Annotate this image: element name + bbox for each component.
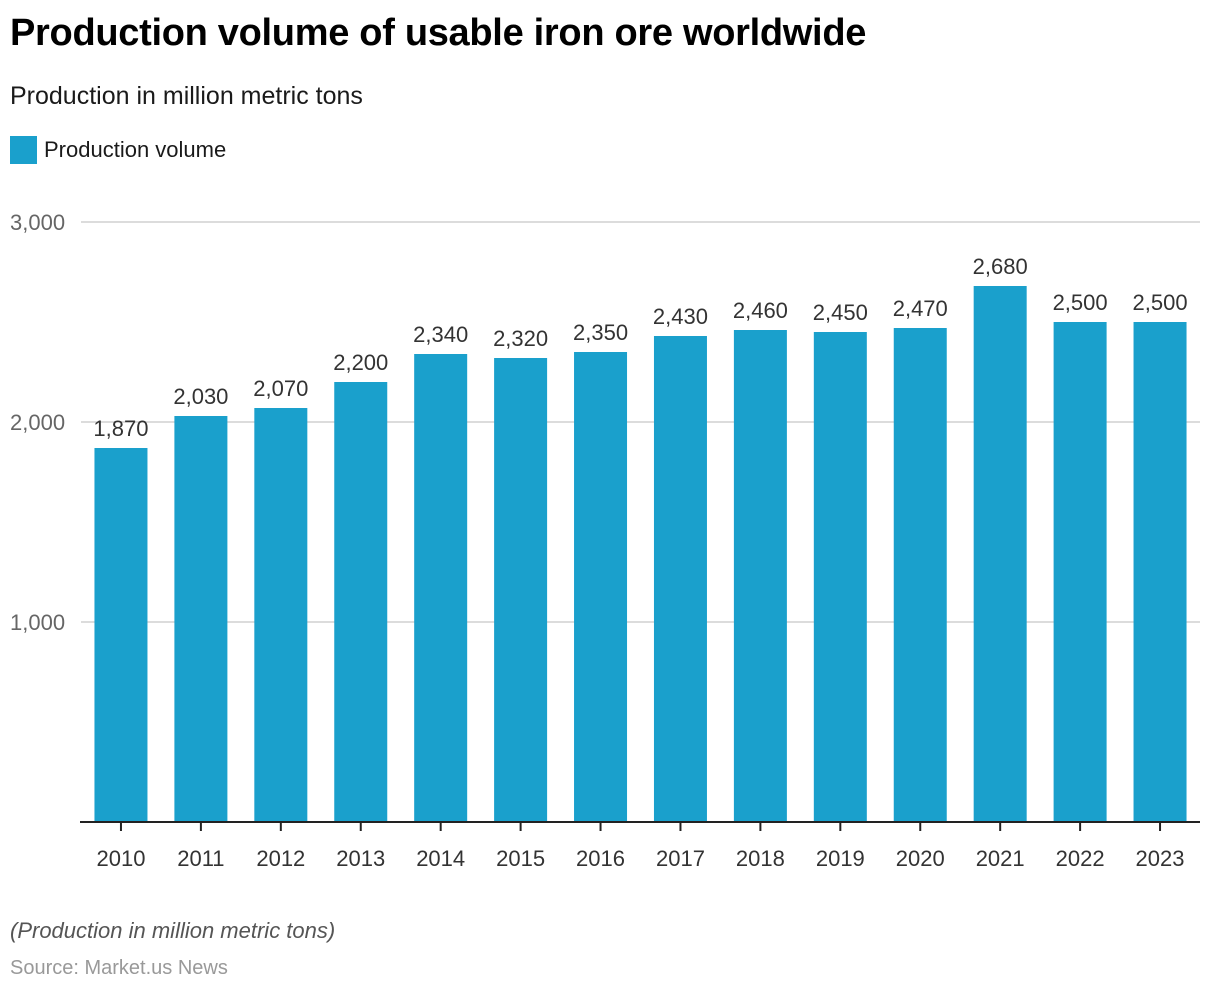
x-tick-label: 2023 [1136, 846, 1185, 871]
data-label: 2,500 [1133, 290, 1188, 315]
bar [494, 358, 548, 822]
chart-title: Production volume of usable iron ore wor… [10, 12, 867, 54]
x-tick-label: 2022 [1056, 846, 1105, 871]
bar [653, 336, 707, 822]
bars [94, 286, 1187, 822]
data-label: 2,320 [493, 326, 548, 351]
legend-swatch [10, 136, 37, 164]
data-label: 1,870 [93, 416, 148, 441]
x-axis: 2010 2011 2012 2013 2014 2015 2016 2017 2018 2019… [80, 821, 1200, 871]
source-credit: Source: Market.us News [10, 957, 228, 979]
bar [813, 332, 867, 822]
x-tick-label: 2013 [336, 846, 385, 871]
data-label: 2,680 [973, 254, 1028, 279]
bar [973, 286, 1027, 822]
footnote: (Production in million metric tons) [10, 918, 336, 943]
bar [254, 408, 308, 822]
data-labels: 1,870 2,030 2,070 2,200 2,340 2,320 2,350 2,430… [93, 254, 1187, 441]
bar [94, 448, 148, 822]
bar [733, 330, 787, 822]
x-tick-label: 2014 [416, 846, 465, 871]
legend-label: Production volume [44, 137, 227, 162]
grid-lines [81, 221, 1200, 623]
x-tick-label: 2020 [896, 846, 945, 871]
x-tick-label: 2018 [736, 846, 785, 871]
data-label: 2,350 [573, 320, 628, 345]
bar-chart: 1,000 2,000 3,000 1,870 2,030 2,070 2,200 2,34… [10, 210, 1200, 871]
x-tick-label: 2015 [496, 846, 545, 871]
bar [574, 352, 628, 822]
bar [334, 382, 388, 822]
bar [1053, 322, 1107, 822]
chart-subtitle: Production in million metric tons [10, 82, 363, 110]
bar [174, 416, 228, 822]
data-label: 2,500 [1053, 290, 1108, 315]
data-label: 2,030 [173, 384, 228, 409]
x-tick-label: 2021 [976, 846, 1025, 871]
bar [893, 328, 947, 822]
y-tick-label: 3,000 [10, 210, 65, 235]
x-tick-label: 2017 [656, 846, 705, 871]
data-label: 2,470 [893, 296, 948, 321]
y-tick-label: 2,000 [10, 410, 65, 435]
legend: Production volume [10, 136, 226, 164]
data-label: 2,070 [253, 376, 308, 401]
x-tick-label: 2019 [816, 846, 865, 871]
data-label: 2,200 [333, 350, 388, 375]
data-label: 2,460 [733, 298, 788, 323]
data-label: 2,430 [653, 304, 708, 329]
x-tick-label: 2016 [576, 846, 625, 871]
y-axis-ticks: 1,000 2,000 3,000 [10, 210, 65, 635]
x-tick-label: 2012 [256, 846, 305, 871]
bar [1133, 322, 1187, 822]
bar [414, 354, 468, 822]
data-label: 2,340 [413, 322, 468, 347]
x-tick-label: 2010 [96, 846, 145, 871]
data-label: 2,450 [813, 300, 868, 325]
x-tick-label: 2011 [177, 846, 224, 871]
y-tick-label: 1,000 [10, 610, 65, 635]
